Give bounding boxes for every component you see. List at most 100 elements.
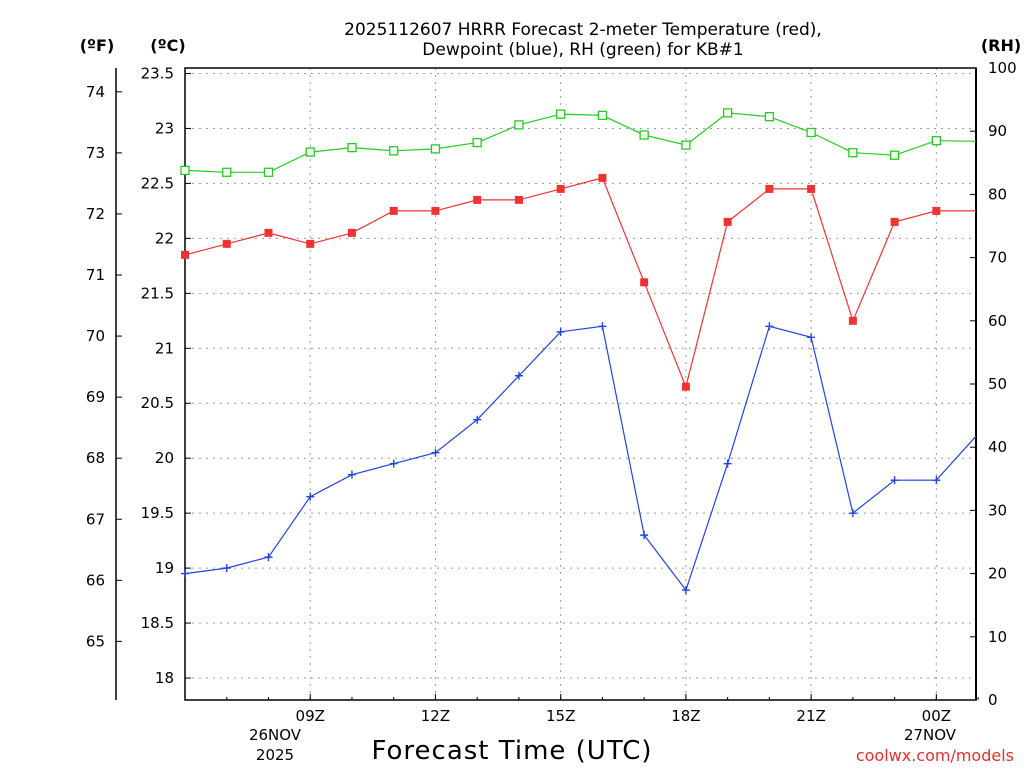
dewpoint-data-point xyxy=(222,564,231,573)
celsius-tick-label: 18 xyxy=(155,669,174,687)
celsius-tick-label: 23 xyxy=(155,119,174,137)
rh-data-point xyxy=(430,144,441,154)
x-tick-label: 09Z xyxy=(296,707,325,725)
dewpoint-data-point xyxy=(890,476,899,485)
fahrenheit-tick-label: 74 xyxy=(86,83,105,101)
dewpoint-data-point xyxy=(681,586,690,595)
celsius-tick-label: 20.5 xyxy=(141,394,174,412)
temperature-data-point xyxy=(514,195,523,204)
temperature-data-point xyxy=(347,228,356,237)
temperature-data-point xyxy=(848,316,857,325)
rh-data-point xyxy=(806,127,816,138)
x-tick-label: 00Z xyxy=(922,707,951,725)
rh-tick-label: 60 xyxy=(988,312,1007,330)
fahrenheit-tick-label: 71 xyxy=(86,266,105,284)
celsius-unit-label: (ºC) xyxy=(150,36,185,55)
temperature-series-line xyxy=(184,177,976,389)
rh-data-point xyxy=(514,120,524,130)
dewpoint-data-point xyxy=(347,470,356,479)
x-tick-label: 15Z xyxy=(546,707,575,725)
x-tick-label: 12Z xyxy=(421,707,450,725)
rh-data-point xyxy=(222,167,232,177)
start-date-day: 26NOV xyxy=(249,726,302,744)
celsius-tick-label: 20 xyxy=(155,449,174,467)
x-axis-title: Forecast Time (UTC) xyxy=(371,736,652,766)
celsius-tick-label: 19 xyxy=(155,559,174,577)
temperature-data-point xyxy=(681,382,690,391)
temperature-data-point xyxy=(181,250,189,259)
rh-tick-label: 40 xyxy=(988,438,1007,456)
celsius-tick-label: 21 xyxy=(155,339,174,357)
x-tick-label: 18Z xyxy=(671,707,700,725)
rh-data-point xyxy=(722,108,733,118)
fahrenheit-tick-label: 66 xyxy=(86,571,105,589)
dewpoint-data-point xyxy=(431,448,440,457)
rh-tick-label: 90 xyxy=(988,122,1007,140)
temperature-data-point xyxy=(222,239,231,248)
celsius-tick-label: 18.5 xyxy=(141,614,174,632)
x-tick-label: 21Z xyxy=(796,707,825,725)
rh-data-point xyxy=(639,130,649,140)
temperature-data-point xyxy=(932,206,941,215)
rh-series-line xyxy=(184,112,977,173)
rh-tick-label: 80 xyxy=(988,185,1007,203)
temperature-data-point xyxy=(640,278,649,287)
celsius-tick-label: 21.5 xyxy=(141,284,174,302)
temperature-data-point xyxy=(723,217,732,226)
rh-data-point xyxy=(848,148,858,158)
source-credit: coolwx.com/models xyxy=(856,746,1014,765)
dewpoint-series-line xyxy=(184,325,977,592)
end-date-day: 27NOV xyxy=(904,726,957,744)
fahrenheit-unit-label: (ºF) xyxy=(80,36,115,55)
rh-data-point xyxy=(889,150,900,160)
temperature-data-point xyxy=(807,184,816,193)
rh-data-point xyxy=(263,167,274,177)
dewpoint-data-point xyxy=(389,459,398,468)
dewpoint-data-point xyxy=(807,333,816,342)
dewpoint-data-point xyxy=(640,531,649,540)
dewpoint-data-point xyxy=(598,322,607,331)
rh-data-point xyxy=(180,165,190,176)
rh-data-point xyxy=(764,112,775,122)
dewpoint-data-point xyxy=(556,327,565,336)
chart-title-line2: Dewpoint (blue), RH (green) for KB#1 xyxy=(422,40,743,60)
dewpoint-data-point xyxy=(723,459,732,468)
celsius-tick-label: 23.5 xyxy=(141,64,174,82)
fahrenheit-tick-label: 68 xyxy=(86,449,105,467)
temperature-data-point xyxy=(431,206,440,215)
fahrenheit-tick-label: 72 xyxy=(86,205,105,223)
dewpoint-data-point xyxy=(473,415,482,424)
dewpoint-data-point xyxy=(932,476,941,485)
dewpoint-data-point xyxy=(264,553,273,562)
dewpoint-data-point xyxy=(848,509,857,518)
rh-tick-label: 30 xyxy=(988,501,1007,519)
temperature-data-point xyxy=(264,228,273,237)
dewpoint-data-point xyxy=(514,371,523,380)
rh-data-point xyxy=(556,109,566,119)
temperature-data-point xyxy=(306,239,315,248)
chart-title-line1: 2025112607 HRRR Forecast 2-meter Tempera… xyxy=(344,20,822,40)
fahrenheit-tick-label: 67 xyxy=(86,510,105,528)
fahrenheit-tick-label: 69 xyxy=(86,388,105,406)
axis-ticks: 18 18.5 19 19.5 20 20.5 21 21.5 22 22.5 23 23.5 65 66… xyxy=(86,59,1017,725)
dewpoint-data-point xyxy=(181,569,189,578)
temperature-data-point xyxy=(556,184,565,193)
fahrenheit-tick-label: 70 xyxy=(86,327,105,345)
rh-data-point xyxy=(389,146,399,156)
temperature-data-point xyxy=(890,217,899,226)
temperature-data-point xyxy=(765,184,774,193)
data-series xyxy=(180,108,977,595)
rh-data-point xyxy=(305,147,315,157)
temperature-data-point xyxy=(598,173,607,182)
start-date-year: 2025 xyxy=(256,746,294,764)
rh-tick-label: 0 xyxy=(988,691,998,709)
fahrenheit-tick-label: 73 xyxy=(86,144,105,162)
temperature-data-point xyxy=(473,195,482,204)
celsius-tick-label: 19.5 xyxy=(141,504,174,522)
plot-frame xyxy=(184,67,977,701)
rh-tick-label: 70 xyxy=(988,249,1007,267)
celsius-tick-label: 22 xyxy=(155,229,174,247)
fahrenheit-tick-label: 65 xyxy=(86,632,105,650)
rh-data-point xyxy=(347,142,357,153)
